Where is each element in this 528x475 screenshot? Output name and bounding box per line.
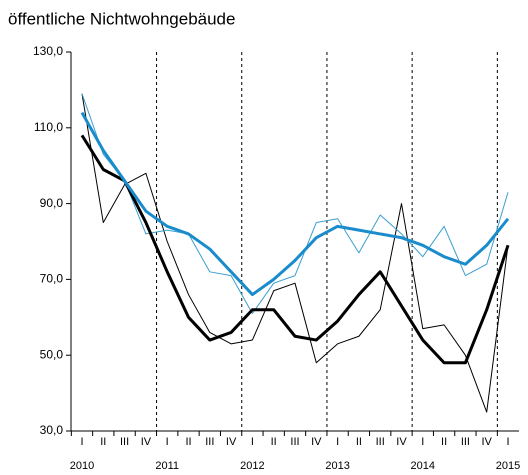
y-tick-label: 130,0	[33, 44, 63, 58]
x-tick-label: I	[506, 436, 509, 448]
x-tick-label: IV	[481, 436, 492, 448]
x-tick-label: III	[120, 436, 129, 448]
data-line	[81, 93, 509, 315]
chart-title: öffentliche Nichtwohngebäude	[8, 9, 235, 28]
year-label: 2011	[155, 460, 179, 472]
y-tick-label: 90,0	[40, 196, 64, 210]
x-tick-label: IV	[396, 436, 407, 448]
x-tick-label: IV	[311, 436, 322, 448]
x-tick-label: I	[166, 436, 169, 448]
x-tick-label: IV	[226, 436, 237, 448]
x-tick-label: I	[421, 436, 424, 448]
year-label: 2014	[411, 460, 435, 472]
x-tick-label: I	[336, 436, 339, 448]
x-tick-label: I	[251, 436, 254, 448]
x-tick-label: I	[80, 436, 83, 448]
x-tick-label: II	[185, 436, 191, 448]
year-label: 2013	[325, 460, 349, 472]
x-tick-label: III	[461, 436, 470, 448]
data-line	[80, 134, 510, 365]
x-tick-label: II	[441, 436, 447, 448]
x-tick-label: III	[290, 436, 299, 448]
year-label: 2015	[496, 460, 520, 472]
y-tick-label: 110,0	[34, 120, 63, 134]
data-line	[80, 111, 510, 297]
x-tick-label: II	[271, 436, 277, 448]
x-tick-label: II	[100, 436, 106, 448]
x-tick-label: III	[376, 436, 385, 448]
x-tick-label: II	[356, 436, 362, 448]
y-tick-label: 70,0	[40, 272, 64, 286]
x-tick-label: III	[205, 436, 214, 448]
y-tick-label: 50,0	[40, 347, 64, 361]
year-label: 2010	[70, 460, 94, 472]
x-tick-label: IV	[141, 436, 152, 448]
data-line	[81, 93, 509, 413]
year-label: 2012	[240, 460, 264, 472]
y-tick-label: 30,0	[40, 423, 64, 437]
